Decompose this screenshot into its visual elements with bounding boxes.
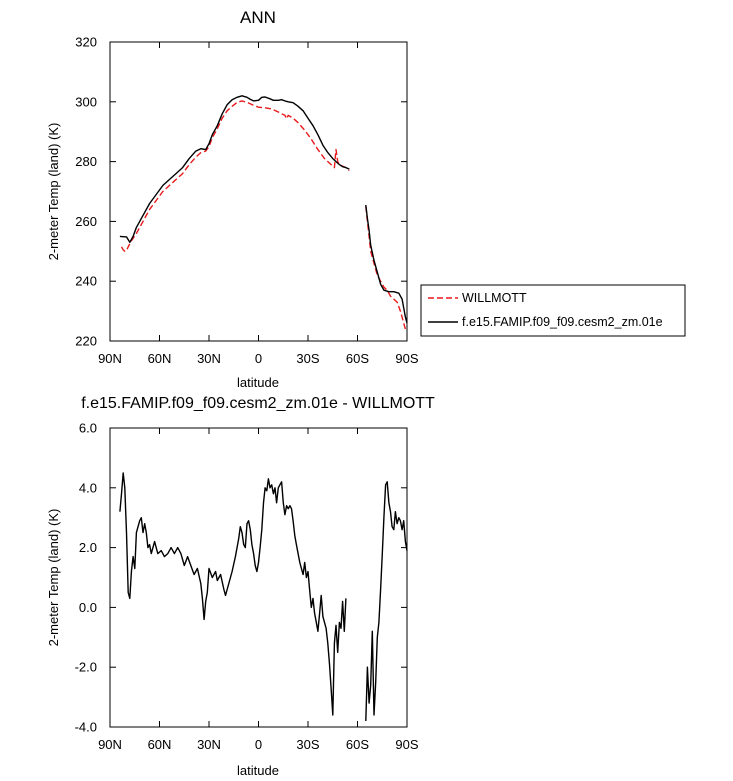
x-tick-label: 90N (98, 351, 122, 366)
legend: WILLMOTT f.e15.FAMIP.f09_f09.cesm2_zm.01… (420, 284, 686, 337)
y-tick-label: 240 (75, 274, 97, 289)
x-tick-label: 90N (98, 737, 122, 752)
bottom-chart-title: f.e15.FAMIP.f09_f09.cesm2_zm.01e - WILLM… (81, 395, 435, 412)
x-tick-label: 60N (148, 351, 172, 366)
y-tick-label: 4.0 (79, 480, 97, 495)
y-tick-label: -4.0 (75, 720, 97, 735)
x-tick-label: 30N (197, 351, 221, 366)
y-tick-label: 6.0 (79, 421, 97, 436)
top-chart-ylabel: 2-meter Temp (land) (K) (46, 123, 61, 261)
willmott-series-line-segment-2 (365, 206, 407, 330)
top-chart-ticks: 90N 60N 30N 0 30S 60S 90S 220 240 260 280 300 320 (75, 35, 419, 367)
bottom-chart: f.e15.FAMIP.f09_f09.cesm2_zm.01e - WILLM… (46, 395, 435, 778)
top-chart-title: ANN (240, 8, 276, 27)
x-tick-label: 30N (197, 737, 221, 752)
top-chart-data-layer (119, 95, 408, 330)
model-series-line-segment-1 (119, 95, 350, 244)
willmott-series-line-segment-1 (120, 100, 350, 253)
bottom-chart-ticks: 90N 60N 30N 0 30S 60S 90S -4.0 -2.0 0.0 2.0 4.0 6.0 (75, 421, 419, 753)
y-tick-label: 220 (75, 334, 97, 349)
x-tick-label: 30S (296, 737, 319, 752)
top-chart-xlabel: latitude (237, 375, 279, 390)
bottom-chart-frame (109, 427, 408, 728)
legend-willmott-label: WILLMOTT (462, 291, 527, 305)
x-tick-label: 60S (346, 737, 369, 752)
legend-box (420, 284, 686, 337)
y-tick-label: 280 (75, 154, 97, 169)
y-tick-label: 260 (75, 214, 97, 229)
x-tick-label: 90S (395, 737, 418, 752)
x-tick-label: 90S (395, 351, 418, 366)
bottom-chart-ylabel: 2-meter Temp (land) (K) (46, 509, 61, 647)
y-tick-label: 320 (75, 35, 97, 50)
x-tick-label: 0 (255, 737, 262, 752)
top-chart-frame (109, 41, 408, 342)
legend-model-label: f.e15.FAMIP.f09_f09.cesm2_zm.01e (462, 315, 663, 329)
difference-series-line-segment-2 (365, 481, 408, 722)
y-tick-label: 300 (75, 94, 97, 109)
top-chart: ANN 90N 60N 30N 0 30S 60S 90S 220 240 260 280 300 32… (46, 8, 419, 390)
bottom-chart-xlabel: latitude (237, 763, 279, 778)
difference-series-line-segment-1 (119, 472, 347, 716)
x-tick-label: 30S (296, 351, 319, 366)
y-tick-label: 2.0 (79, 540, 97, 555)
y-tick-label: 0.0 (79, 600, 97, 615)
y-tick-label: -2.0 (75, 660, 97, 675)
x-tick-label: 60S (346, 351, 369, 366)
bottom-chart-data-layer (119, 472, 408, 722)
model-series-line-segment-2 (365, 204, 408, 324)
x-tick-label: 0 (255, 351, 262, 366)
x-tick-label: 60N (148, 737, 172, 752)
